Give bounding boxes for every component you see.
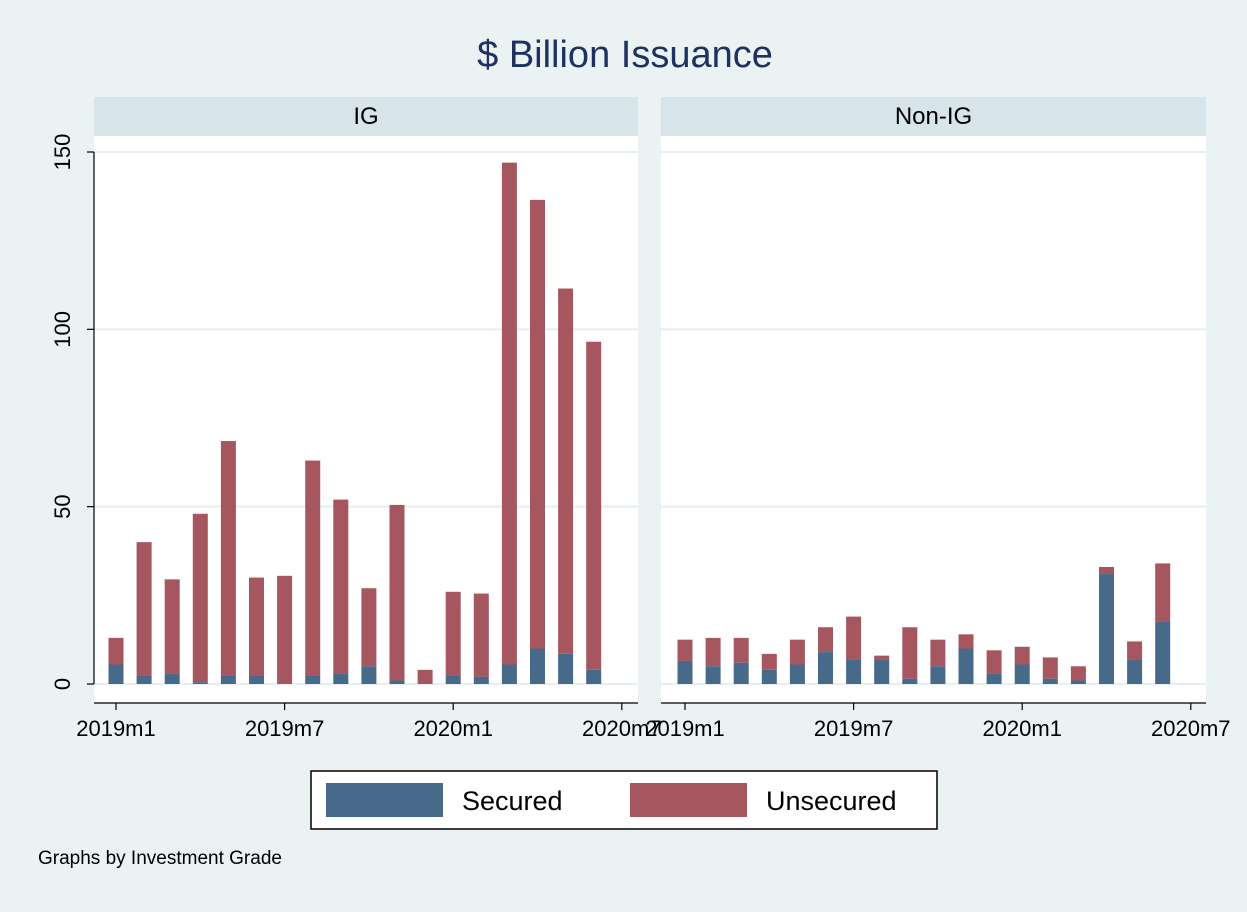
bar-secured-ig-2019m10 <box>361 666 377 684</box>
bar-secured-non-ig-2019m6 <box>818 652 833 684</box>
panel-label-ig: IG <box>353 103 378 130</box>
bar-unsecured-non-ig-2019m11 <box>958 634 974 649</box>
x-tick-label-non-ig-2019m1: 2019m1 <box>645 716 725 741</box>
bar-unsecured-ig-2019m9 <box>333 499 349 674</box>
bar-secured-non-ig-2020m3 <box>1070 680 1086 684</box>
bar-unsecured-non-ig-2019m4 <box>761 653 777 670</box>
bar-unsecured-non-ig-2019m12 <box>986 650 1002 674</box>
bar-secured-non-ig-2019m8 <box>874 659 890 684</box>
bar-unsecured-ig-2020m3 <box>501 162 517 665</box>
bar-secured-non-ig-2020m4 <box>1099 574 1114 684</box>
legend-swatch-secured <box>326 783 443 817</box>
bar-secured-ig-2019m8 <box>305 675 321 684</box>
bar-unsecured-non-ig-2019m3 <box>733 637 749 663</box>
bar-secured-ig-2019m2 <box>136 675 152 684</box>
bar-unsecured-ig-2019m11 <box>389 504 405 681</box>
bar-unsecured-ig-2019m3 <box>164 579 180 674</box>
bar-secured-non-ig-2019m3 <box>733 662 749 684</box>
y-tick-label-100: 100 <box>50 311 75 348</box>
bar-unsecured-ig-2019m7 <box>277 575 293 684</box>
bar-secured-ig-2020m1 <box>445 675 461 684</box>
bar-unsecured-non-ig-2020m6 <box>1155 563 1171 622</box>
bar-unsecured-ig-2020m6 <box>586 341 602 670</box>
legend-label-secured: Secured <box>462 786 563 816</box>
bar-unsecured-non-ig-2019m8 <box>874 655 890 660</box>
bar-secured-non-ig-2019m4 <box>761 669 777 684</box>
bar-unsecured-non-ig-2019m2 <box>705 637 721 667</box>
bar-secured-non-ig-2020m2 <box>1042 678 1058 684</box>
x-tick-label-non-ig-2020m7: 2020m7 <box>1151 716 1231 741</box>
bar-unsecured-non-ig-2019m1 <box>677 639 693 661</box>
bar-unsecured-ig-2020m4 <box>530 199 545 649</box>
bar-unsecured-non-ig-2019m9 <box>902 627 918 679</box>
bar-unsecured-ig-2020m5 <box>558 288 574 654</box>
bar-secured-ig-2020m6 <box>586 669 602 684</box>
plot-area-non-ig <box>661 136 1206 703</box>
bar-unsecured-non-ig-2019m7 <box>846 616 862 660</box>
bar-unsecured-ig-2019m5 <box>220 441 236 676</box>
bar-unsecured-non-ig-2020m5 <box>1127 641 1143 660</box>
legend: Secured Unsecured <box>310 770 938 830</box>
bar-secured-non-ig-2019m2 <box>705 666 721 684</box>
bar-unsecured-ig-2019m12 <box>417 669 433 684</box>
bar-unsecured-non-ig-2019m10 <box>930 639 946 667</box>
legend-swatch-unsecured <box>630 783 747 817</box>
x-tick-label-ig-2019m1: 2019m1 <box>76 716 156 741</box>
bar-secured-ig-2019m1 <box>108 664 124 684</box>
bar-secured-ig-2019m5 <box>220 675 236 684</box>
bar-secured-ig-2020m3 <box>501 664 517 684</box>
x-tick-label-non-ig-2020m1: 2020m1 <box>982 716 1062 741</box>
x-tick-label-non-ig-2019m7: 2019m7 <box>814 716 894 741</box>
chart-title: $ Billion Issuance <box>477 34 773 76</box>
y-tick-label-50: 50 <box>50 494 75 518</box>
bar-secured-ig-2019m9 <box>333 673 349 684</box>
bar-unsecured-ig-2019m1 <box>108 637 124 665</box>
bar-secured-non-ig-2019m7 <box>846 659 862 684</box>
bar-unsecured-ig-2020m2 <box>473 593 489 677</box>
bar-secured-ig-2019m11 <box>389 680 405 684</box>
bar-secured-ig-2019m3 <box>164 673 180 684</box>
bar-unsecured-non-ig-2019m6 <box>818 627 833 653</box>
y-tick-label-0: 0 <box>50 678 75 690</box>
bar-secured-non-ig-2019m11 <box>958 648 974 684</box>
bar-unsecured-ig-2019m8 <box>305 460 321 676</box>
bar-secured-non-ig-2019m12 <box>986 673 1002 684</box>
bar-unsecured-ig-2019m2 <box>136 542 152 676</box>
bar-secured-non-ig-2020m1 <box>1014 664 1030 684</box>
x-tick-label-ig-2020m1: 2020m1 <box>413 716 493 741</box>
panel-header-non-ig <box>661 97 1206 136</box>
bar-unsecured-ig-2019m4 <box>192 513 208 683</box>
bar-secured-non-ig-2019m9 <box>902 678 918 684</box>
bar-secured-ig-2019m4 <box>192 682 208 684</box>
x-tick-label-ig-2019m7: 2019m7 <box>245 716 325 741</box>
panel-label-non-ig: Non-IG <box>895 103 972 130</box>
bar-unsecured-ig-2019m10 <box>361 588 377 667</box>
bar-secured-ig-2020m4 <box>530 648 545 684</box>
bar-unsecured-non-ig-2020m1 <box>1014 646 1030 665</box>
bar-secured-ig-2020m2 <box>473 676 489 684</box>
bar-secured-non-ig-2019m5 <box>789 664 805 684</box>
x-tick-label-ig-2020m7: 2020m7 <box>582 716 662 741</box>
bar-unsecured-ig-2019m6 <box>249 577 264 676</box>
bar-unsecured-ig-2020m1 <box>445 591 461 676</box>
y-tick-label-150: 150 <box>50 134 75 171</box>
panel-header-ig <box>94 97 638 136</box>
bar-secured-non-ig-2019m1 <box>677 660 693 684</box>
bar-secured-non-ig-2019m10 <box>930 666 946 684</box>
chart-note: Graphs by Investment Grade <box>38 848 282 869</box>
bar-secured-ig-2020m5 <box>558 653 574 684</box>
bar-secured-ig-2019m6 <box>249 675 264 684</box>
bar-unsecured-non-ig-2020m3 <box>1070 666 1086 681</box>
legend-label-unsecured: Unsecured <box>766 786 897 816</box>
bar-unsecured-non-ig-2020m2 <box>1042 657 1058 679</box>
bar-secured-non-ig-2020m6 <box>1155 621 1171 684</box>
bar-unsecured-non-ig-2019m5 <box>789 639 805 665</box>
bar-unsecured-non-ig-2020m4 <box>1099 566 1114 575</box>
bar-secured-non-ig-2020m5 <box>1127 659 1143 684</box>
